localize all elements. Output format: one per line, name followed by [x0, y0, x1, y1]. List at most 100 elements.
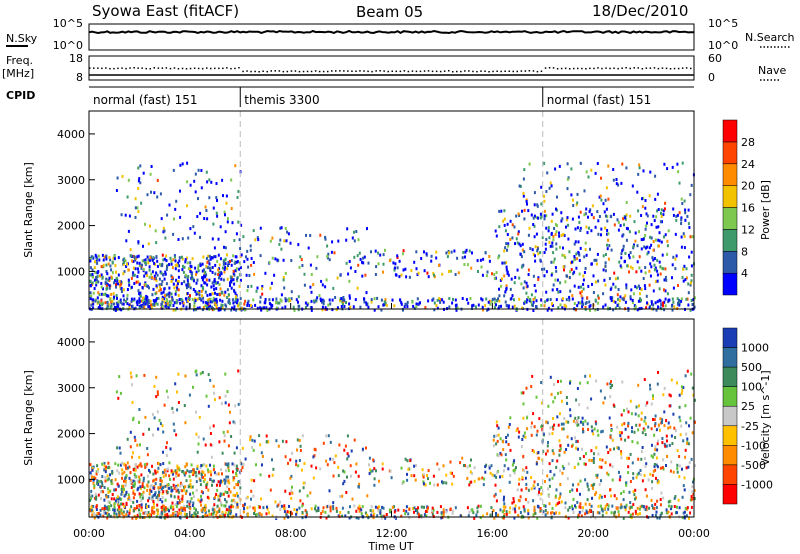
heatmap-cell — [652, 397, 655, 400]
heatmap-cell — [462, 250, 465, 254]
heatmap-cell — [538, 487, 541, 491]
nave-point — [480, 70, 482, 72]
colorbar-tick-label: 24 — [741, 158, 755, 171]
heatmap-cell — [547, 229, 550, 233]
heatmap-cell — [586, 231, 589, 235]
heatmap-cell — [597, 219, 600, 223]
heatmap-cell — [122, 288, 125, 292]
heatmap-cell — [89, 273, 92, 277]
heatmap-cell — [547, 441, 549, 444]
heatmap-cell — [194, 370, 197, 374]
heatmap-cell — [170, 489, 173, 493]
heatmap-cell — [523, 168, 526, 172]
heatmap-cell — [153, 384, 156, 388]
heatmap-cell — [600, 465, 603, 469]
heatmap-cell — [501, 474, 504, 478]
heatmap-cell — [643, 245, 646, 249]
heatmap-cell — [349, 505, 351, 509]
heatmap-cell — [684, 404, 687, 408]
heatmap-cell — [679, 419, 682, 423]
heatmap-cell — [163, 468, 166, 472]
heatmap-cell — [576, 500, 579, 504]
heatmap-cell — [513, 304, 516, 308]
heatmap-cell — [590, 504, 593, 508]
heatmap-cell — [246, 513, 249, 517]
heatmap-cell — [115, 512, 118, 516]
heatmap-cell — [507, 242, 510, 246]
heatmap-cell — [560, 219, 563, 223]
heatmap-cell — [366, 227, 368, 231]
heatmap-cell — [551, 288, 554, 292]
heatmap-cell — [208, 293, 211, 297]
heatmap-cell — [113, 497, 116, 501]
heatmap-cell — [218, 293, 221, 297]
heatmap-cell — [515, 429, 518, 432]
heatmap-cell — [495, 442, 498, 446]
heatmap-cell — [122, 510, 125, 514]
heatmap-cell — [175, 511, 178, 515]
heatmap-cell — [216, 293, 219, 296]
heatmap-cell — [154, 471, 157, 475]
heatmap-cell — [212, 468, 215, 472]
heatmap-cell — [592, 216, 595, 220]
heatmap-cell — [219, 479, 222, 483]
heatmap-cell — [632, 503, 635, 507]
heatmap-cell — [150, 490, 153, 493]
heatmap-cell — [322, 441, 325, 445]
heatmap-cell — [376, 506, 379, 510]
heatmap-cell — [139, 486, 142, 490]
heatmap-cell — [240, 223, 243, 227]
heatmap-cell — [546, 171, 549, 175]
heatmap-cell — [184, 297, 187, 301]
heatmap-cell — [291, 485, 293, 489]
heatmap-cell — [227, 264, 229, 267]
heatmap-cell — [130, 486, 133, 489]
heatmap-cell — [513, 516, 516, 520]
heatmap-cell — [356, 254, 359, 258]
heatmap-cell — [377, 305, 380, 309]
heatmap-cell — [477, 270, 479, 273]
heatmap-cell — [554, 278, 557, 282]
heatmap-cell — [598, 195, 601, 199]
heatmap-cell — [525, 486, 528, 490]
y-tick-label: 2000 — [57, 220, 85, 233]
heatmap-cell — [432, 297, 435, 301]
heatmap-cell — [200, 284, 203, 288]
heatmap-cell — [505, 242, 508, 246]
heatmap-cell — [122, 294, 125, 298]
heatmap-cell — [402, 509, 405, 512]
heatmap-cell — [130, 276, 133, 280]
heatmap-cell — [243, 502, 246, 506]
heatmap-cell — [110, 292, 113, 296]
heatmap-cell — [172, 505, 175, 509]
heatmap-cell — [672, 207, 675, 211]
heatmap-cell — [321, 298, 324, 302]
heatmap-cell — [612, 178, 615, 182]
heatmap-cell — [126, 437, 129, 441]
heatmap-cell — [151, 413, 154, 416]
heatmap-cell — [136, 206, 139, 210]
heatmap-cell — [125, 490, 128, 494]
heatmap-cell — [620, 503, 623, 507]
heatmap-cell — [598, 465, 601, 469]
heatmap-cell — [110, 482, 113, 486]
heatmap-cell — [645, 246, 647, 250]
heatmap-cell — [229, 490, 232, 494]
heatmap-cell — [91, 467, 94, 470]
heatmap-cell — [631, 440, 634, 444]
heatmap-cell — [142, 296, 144, 300]
heatmap-cell — [526, 202, 528, 206]
heatmap-cell — [431, 509, 433, 513]
heatmap-cell — [540, 401, 543, 405]
heatmap-cell — [562, 246, 564, 250]
heatmap-cell — [176, 464, 179, 468]
heatmap-cell — [637, 172, 640, 176]
date-title: 18/Dec/2010 — [592, 2, 688, 20]
heatmap-cell — [227, 494, 230, 498]
heatmap-cell — [151, 276, 154, 279]
heatmap-cell — [602, 292, 605, 296]
heatmap-cell — [481, 273, 484, 277]
heatmap-cell — [158, 277, 161, 281]
heatmap-cell — [168, 286, 171, 290]
heatmap-cell — [321, 308, 324, 312]
